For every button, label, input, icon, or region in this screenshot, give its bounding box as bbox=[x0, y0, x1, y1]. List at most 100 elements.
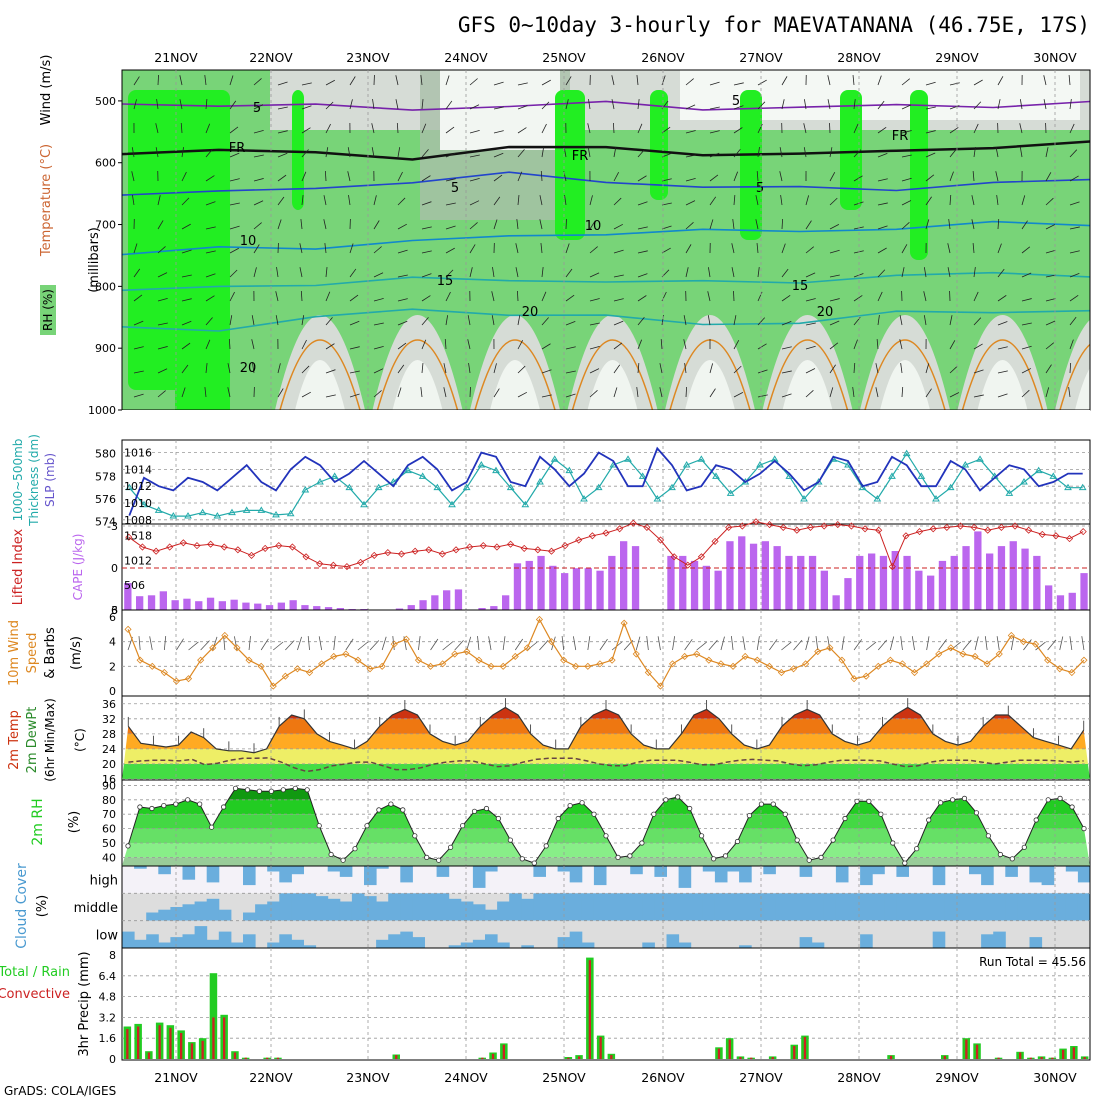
wind-speed-point-74 bbox=[1019, 638, 1028, 646]
thickness-point-36 bbox=[653, 495, 662, 502]
wind-speed-point-47 bbox=[693, 650, 701, 658]
rh-point-69 bbox=[949, 797, 956, 803]
cape-bar-41 bbox=[608, 555, 616, 610]
wind-barb-25-13 bbox=[733, 392, 744, 398]
li-point-54 bbox=[861, 525, 869, 533]
wind-barb-30-13 bbox=[852, 387, 855, 398]
precip-convective-bar-7 bbox=[201, 1040, 204, 1059]
rh-point-13 bbox=[280, 787, 286, 793]
cloud-cell-2-8 bbox=[218, 931, 232, 948]
wind-barb-8-13 bbox=[325, 394, 336, 398]
rh-moist-column-4 bbox=[650, 90, 668, 200]
wind-barb-4-1 bbox=[229, 100, 237, 110]
rh-point-22 bbox=[388, 801, 394, 807]
bottom-date-axis: 21NOV 22NOV 23NOV 24NOV 25NOV 26NOV 27NOV 28NOV… bbox=[154, 1070, 1077, 1085]
rh-area-fill bbox=[122, 788, 1090, 866]
wind-speed-point-66 bbox=[923, 660, 931, 668]
thickness-tick-0: 574 bbox=[95, 516, 116, 529]
cloud-cell-0-26 bbox=[436, 866, 450, 877]
cape-bar-17 bbox=[324, 607, 333, 610]
rh-tick-2: 60 bbox=[102, 823, 116, 836]
cape-bar-43 bbox=[631, 546, 640, 610]
thickness-point-8 bbox=[242, 506, 251, 513]
wind-speed-point-31 bbox=[499, 662, 507, 670]
wind-barb-33-6 bbox=[925, 219, 930, 230]
wind-barb-15-6 bbox=[493, 219, 498, 230]
wind-barb-9-3 bbox=[347, 147, 351, 158]
wind-barb-30-12 bbox=[853, 362, 856, 374]
wind-barb-24-9 bbox=[707, 291, 711, 302]
cloud-cell-1-44 bbox=[654, 893, 667, 921]
wind-barb-32-5 bbox=[901, 200, 912, 206]
wind-barb-23-7 bbox=[685, 244, 692, 254]
cloud-row-label-0: high bbox=[90, 874, 118, 889]
wind-barb-20-13 bbox=[613, 387, 618, 398]
wind-barb-35-8 bbox=[973, 267, 976, 278]
wind-barb-10-5 bbox=[373, 195, 377, 206]
wind-barb-25-7 bbox=[731, 243, 735, 254]
li-point-28 bbox=[506, 540, 515, 548]
wind-speed-point-1 bbox=[136, 656, 144, 664]
wind-barb-20-4 bbox=[613, 171, 620, 182]
thickness-point-52 bbox=[888, 472, 896, 479]
wind-barb-19-7 bbox=[589, 246, 598, 254]
precip-convective-label: Convective bbox=[0, 987, 70, 1002]
cloud-cell-0-1 bbox=[134, 866, 147, 869]
wind-barb-37-2 bbox=[1019, 123, 1023, 134]
wind-barb-21-12 bbox=[637, 363, 640, 374]
wind-speed-point-45 bbox=[668, 660, 677, 668]
wind-barb-21-0 bbox=[636, 75, 639, 86]
thickness-point-54 bbox=[917, 472, 926, 479]
wind-barb-10m-43 bbox=[646, 636, 649, 651]
rh-point-31 bbox=[495, 815, 501, 822]
rh-point-32 bbox=[507, 837, 513, 843]
wind-barb-10m-57 bbox=[815, 636, 819, 651]
cloud-cell-1-5 bbox=[182, 904, 196, 921]
wind-speed-point-64 bbox=[898, 660, 907, 668]
li-point-51 bbox=[820, 522, 828, 530]
rh-legend-swatch bbox=[40, 285, 56, 335]
contour-label-13: 20 bbox=[240, 361, 257, 376]
cloud-cell-0-67 bbox=[932, 866, 946, 886]
cloud-cell-1-27 bbox=[448, 898, 462, 921]
wind-label-2: Speed bbox=[25, 633, 40, 674]
rh-point-52 bbox=[746, 812, 753, 819]
wind-barb-23-11 bbox=[683, 339, 687, 350]
wind-barb-17-3 bbox=[541, 147, 545, 158]
rh-tick-3: 70 bbox=[102, 808, 116, 821]
li-point-62 bbox=[970, 523, 978, 531]
wind-barb-6-2 bbox=[277, 130, 288, 134]
contour-label-2: FR bbox=[229, 141, 246, 156]
cape-bar-50 bbox=[714, 570, 722, 610]
li-point-66 bbox=[1025, 526, 1033, 534]
wind-barb-38-5 bbox=[1045, 197, 1054, 206]
cloud-cell-1-51 bbox=[739, 893, 752, 921]
cape-bar-61 bbox=[844, 578, 852, 610]
temp-label-4: (°C) bbox=[73, 728, 87, 752]
top-date-5: 26NOV bbox=[641, 50, 685, 65]
wind-barb-7-9 bbox=[300, 290, 303, 302]
wind-barb-16-8 bbox=[515, 267, 519, 278]
precip-convective-bar-35 bbox=[502, 1044, 505, 1059]
wind-barb-10m-15 bbox=[307, 636, 310, 651]
wind-barb-10m-26 bbox=[442, 641, 453, 651]
wind-barb-4-6 bbox=[229, 225, 240, 230]
cape-bar-75 bbox=[1009, 541, 1017, 610]
wind-barb-30-1 bbox=[853, 99, 856, 110]
wind-speed-point-40 bbox=[608, 656, 616, 664]
li-point-33 bbox=[575, 536, 583, 544]
wind-barb-2-9 bbox=[181, 298, 192, 302]
thickness-point-30 bbox=[565, 466, 574, 474]
cloud-cell-1-67 bbox=[932, 893, 946, 921]
wind-barb-10m-17 bbox=[333, 636, 336, 651]
cape-bar-11 bbox=[254, 603, 262, 610]
rh-dry-core-5 bbox=[782, 360, 833, 410]
cloud-cell-2-37 bbox=[569, 931, 583, 948]
wind-barb-10m-14 bbox=[297, 636, 302, 651]
wind-barb-7-11 bbox=[301, 339, 307, 350]
rh-point-67 bbox=[926, 817, 932, 823]
wind-barb-10-6 bbox=[373, 220, 380, 230]
wind-barb-21-2 bbox=[637, 123, 643, 134]
wind-barb-6-9 bbox=[275, 291, 279, 302]
wind-barb-3-6 bbox=[205, 226, 216, 230]
